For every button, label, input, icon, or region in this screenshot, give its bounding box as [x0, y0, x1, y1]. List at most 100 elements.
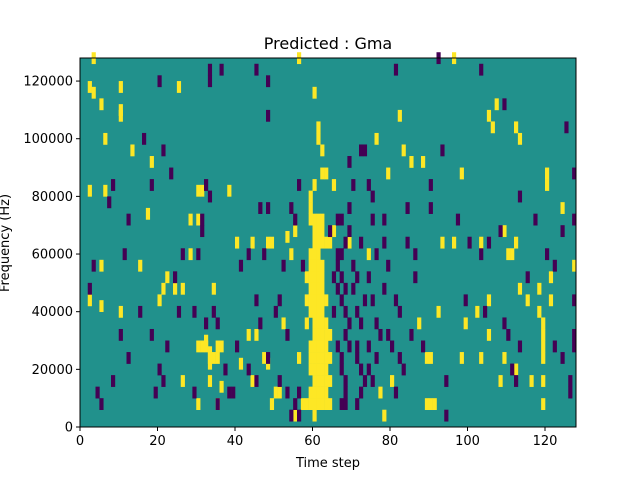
heatmap-cell-high: [312, 282, 317, 295]
heatmap-cell-low: [328, 225, 333, 238]
heatmap-cell-high: [211, 282, 216, 295]
heatmap-cell-high: [219, 340, 224, 353]
heatmap-cell-low: [347, 202, 352, 214]
heatmap-cell-low: [254, 294, 259, 307]
heatmap-cell-high: [312, 317, 317, 330]
heatmap-cell-high: [312, 386, 317, 399]
x-tick-label: 20: [149, 434, 166, 449]
heatmap-cell-high: [99, 300, 104, 312]
heatmap-cell-high: [316, 363, 321, 376]
heatmap-cell-high: [118, 109, 123, 122]
heatmap-cell-high: [312, 259, 317, 272]
heatmap-cell-low: [572, 328, 577, 341]
heatmap-cell-high: [246, 328, 251, 341]
heatmap-cell-high: [316, 225, 321, 238]
heatmap-cell-high: [506, 248, 511, 261]
heatmap-cell-low: [347, 340, 352, 353]
heatmap-cell-high: [514, 363, 519, 376]
chart-title: Predicted : Gma: [264, 34, 392, 53]
heatmap-cell-high: [165, 271, 170, 284]
heatmap-cell-high: [386, 167, 391, 180]
heatmap-cell-high: [316, 248, 321, 261]
heatmap-cell-high: [312, 225, 317, 238]
heatmap-cell-low: [91, 259, 96, 272]
heatmap-cell-low: [359, 144, 364, 157]
heatmap-cell-high: [312, 213, 317, 226]
heatmap-cell-low: [405, 236, 410, 249]
heatmap-cell-high: [316, 398, 321, 410]
heatmap-cell-high: [118, 81, 123, 93]
heatmap-cell-high: [262, 352, 267, 364]
heatmap-cell-low: [246, 363, 251, 376]
y-axis-label: Frequency (Hz): [0, 194, 13, 292]
heatmap-cell-low: [258, 317, 263, 330]
heatmap-cell-low: [374, 317, 379, 330]
heatmap-cell-high: [157, 294, 162, 307]
heatmap-cell-high: [308, 352, 313, 364]
heatmap-cell-low: [173, 271, 178, 284]
heatmap-cell-high: [424, 352, 430, 364]
heatmap-cell-high: [572, 259, 577, 272]
heatmap-cell-high: [421, 156, 426, 168]
heatmap-cell-low: [393, 63, 399, 76]
heatmap-cell-low: [335, 340, 340, 353]
heatmap-cell-high: [479, 352, 484, 364]
heatmap-cell-low: [99, 398, 104, 410]
heatmap-cell-high: [316, 259, 321, 272]
heatmap-cell-high: [324, 375, 329, 387]
heatmap-cell-high: [227, 184, 232, 197]
heatmap-cell-high: [417, 317, 422, 330]
heatmap-cell-high: [312, 179, 317, 191]
heatmap-cell-high: [486, 109, 492, 122]
heatmap-cell-high: [316, 282, 321, 295]
heatmap-cell-low: [409, 328, 414, 341]
heatmap-cell-high: [541, 375, 546, 387]
heatmap-cell-high: [180, 375, 185, 387]
heatmap-cell-low: [126, 213, 131, 226]
heatmap-cell-low: [196, 248, 201, 261]
heatmap-cell-low: [246, 248, 251, 261]
heatmap-cell-high: [324, 167, 329, 180]
heatmap-cell-low: [568, 386, 573, 399]
heatmap-cell-high: [308, 363, 313, 376]
heatmap-cell-high: [320, 398, 325, 410]
heatmap-cell-low: [266, 109, 271, 122]
heatmap-cell-low: [374, 248, 379, 261]
heatmap-cell-high: [99, 259, 104, 272]
heatmap-cell-low: [297, 409, 302, 422]
heatmap-cell-low: [343, 282, 348, 295]
heatmap-cell-low: [366, 179, 371, 191]
heatmap-cell-high: [320, 213, 325, 226]
heatmap-cell-low: [533, 213, 538, 226]
heatmap-cell-low: [413, 248, 418, 261]
heatmap-cell-low: [331, 271, 337, 284]
heatmap-cell-low: [362, 375, 368, 387]
heatmap-cell-low: [339, 363, 344, 376]
heatmap-cell-high: [316, 340, 321, 353]
heatmap-cell-high: [320, 305, 325, 318]
heatmap-cell-high: [269, 236, 275, 249]
heatmap-cell-high: [320, 386, 325, 399]
heatmap-cell-high: [545, 167, 550, 180]
heatmap-cell-low: [444, 375, 449, 387]
heatmap-cell-high: [312, 248, 317, 261]
heatmap-cell-high: [308, 305, 313, 318]
heatmap-cell-low: [502, 98, 507, 111]
heatmap-cell-high: [308, 202, 313, 214]
heatmap-cell-low: [514, 375, 519, 387]
heatmap-cell-low: [157, 75, 162, 88]
heatmap-cell-high: [91, 86, 96, 99]
heatmap-cell-high: [548, 271, 554, 284]
heatmap-cell-high: [304, 294, 309, 307]
heatmap-cell-high: [537, 282, 542, 295]
heatmap-cell-low: [568, 375, 573, 387]
heatmap-cell-high: [541, 352, 546, 364]
x-tick-label: 120: [533, 434, 558, 449]
heatmap-cell-high: [459, 352, 464, 364]
heatmap-cell-low: [382, 282, 387, 295]
heatmap-cell-low: [285, 386, 290, 399]
heatmap-cell-high: [173, 282, 178, 295]
heatmap-cell-high: [514, 236, 519, 249]
heatmap-cell-high: [145, 207, 151, 220]
heatmap-cell-low: [258, 202, 263, 214]
